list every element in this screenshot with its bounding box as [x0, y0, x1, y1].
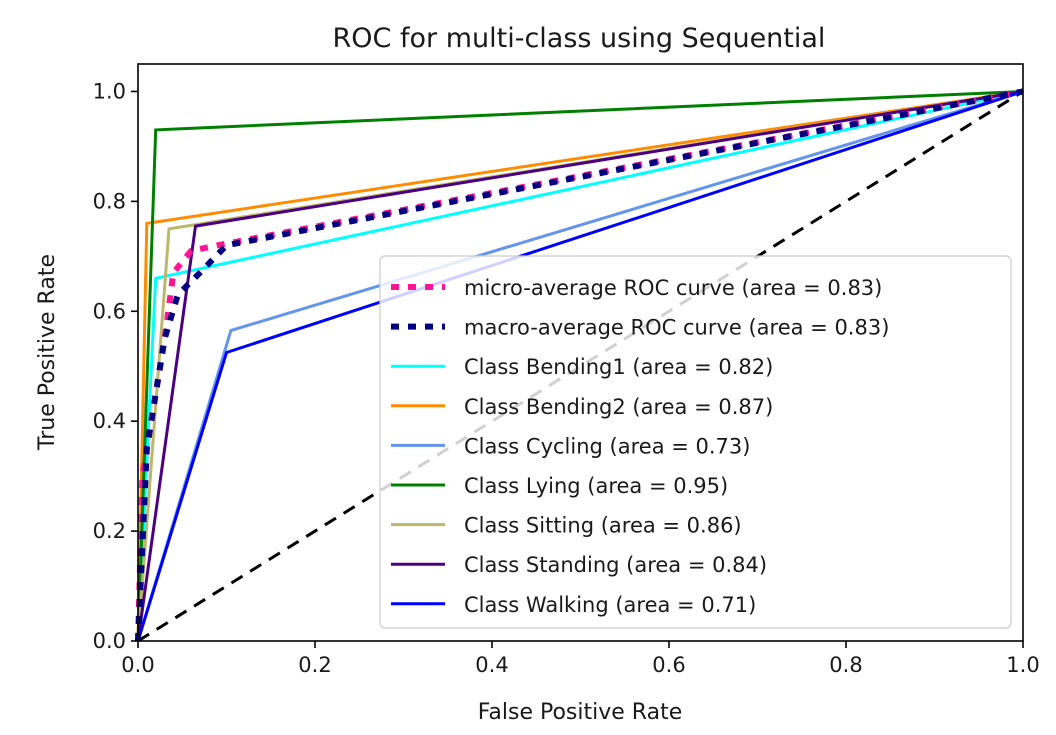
y-tick-label: 0.0	[93, 629, 126, 653]
legend: micro-average ROC curve (area = 0.83) mac…	[379, 255, 1012, 629]
series-line-7	[136, 90, 1024, 642]
legend-label-1: macro-average ROC curve (area = 0.83)	[464, 316, 889, 340]
series-layer	[135, 88, 1024, 642]
x-tick-label: 0.8	[829, 653, 862, 677]
legend-label-8: Class Walking (area = 0.71)	[464, 593, 756, 617]
y-tick-label: 0.6	[93, 299, 126, 323]
series-line-0	[135, 88, 1024, 642]
y-ticks: 0.0 0.2 0.4 0.6 0.8 1.0	[93, 79, 138, 653]
x-tick-label: 0.2	[298, 653, 331, 677]
x-ticks: 0.0 0.2 0.4 0.6 0.8 1.0	[121, 641, 1040, 677]
y-tick-label: 1.0	[93, 79, 126, 103]
legend-label-6: Class Sitting (area = 0.86)	[464, 514, 742, 538]
chance-line-layer	[137, 90, 1024, 643]
legend-label-7: Class Standing (area = 0.84)	[464, 553, 767, 577]
y-axis-label: True Positive Rate	[35, 254, 60, 451]
x-tick-label: 0.6	[652, 653, 685, 677]
y-tick-label: 0.4	[93, 409, 126, 433]
series-line-1	[135, 88, 1024, 642]
x-tick-label: 1.0	[1006, 653, 1039, 677]
y-tick-label: 0.2	[93, 519, 126, 543]
chance-diagonal-line	[137, 90, 1024, 643]
plot-border	[137, 63, 1024, 642]
x-tick-label: 0.0	[121, 653, 154, 677]
x-axis-label: False Positive Rate	[478, 700, 682, 725]
legend-label-2: Class Bending1 (area = 0.82)	[464, 355, 773, 379]
chart-title: ROC for multi-class using Sequential	[333, 23, 826, 54]
y-tick-label: 0.8	[93, 189, 126, 213]
legend-label-5: Class Lying (area = 0.95)	[464, 474, 728, 498]
x-tick-label: 0.4	[475, 653, 508, 677]
series-line-8	[136, 90, 1024, 642]
legend-label-0: micro-average ROC curve (area = 0.83)	[464, 276, 882, 300]
legend-box	[379, 255, 1012, 629]
legend-label-4: Class Cycling (area = 0.73)	[464, 434, 750, 458]
legend-label-3: Class Bending2 (area = 0.87)	[464, 395, 773, 419]
